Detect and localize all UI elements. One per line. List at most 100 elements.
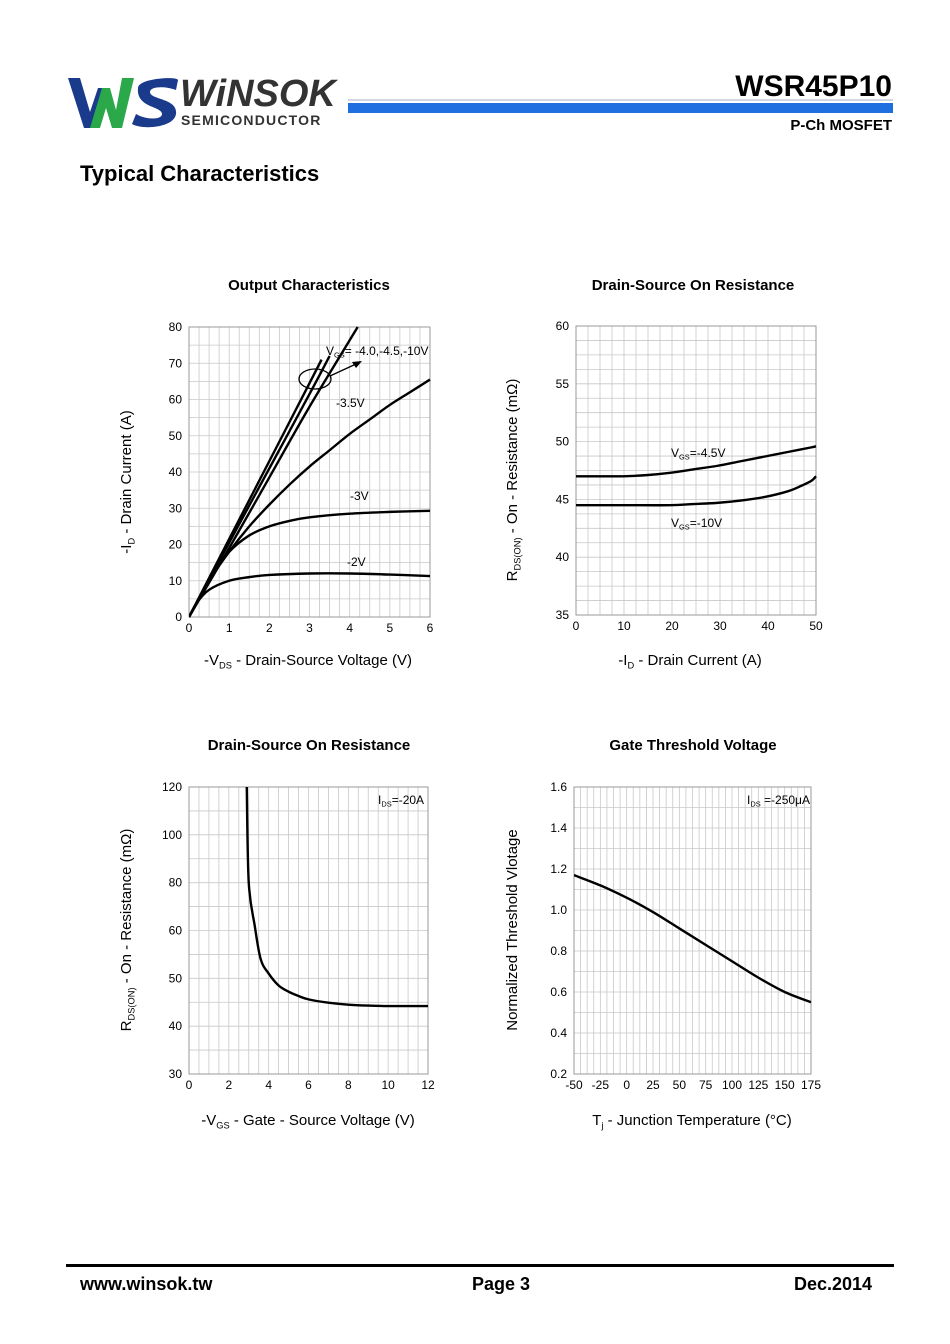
y-tick-label: 1.0 <box>550 903 567 917</box>
footer-date: Dec.2014 <box>794 1274 873 1294</box>
footer-website: www.winsok.tw <box>80 1274 213 1294</box>
x-tick-label: 2 <box>225 1078 232 1092</box>
x-tick-label: 50 <box>673 1078 687 1092</box>
y-tick-label: 50 <box>169 429 183 443</box>
series-line-VGS-10V <box>576 475 817 507</box>
y-tick-label: 0.2 <box>550 1067 567 1081</box>
x-tick-label: 0 <box>623 1078 630 1092</box>
y-tick-label: 40 <box>169 465 183 479</box>
y-tick-label: 20 <box>169 538 183 552</box>
logo-word: WiNSOK <box>180 73 338 115</box>
x-tick-label: 10 <box>617 619 631 633</box>
y-tick-label: 0.8 <box>550 944 567 958</box>
chart3-title: Drain-Source On Resistance <box>207 737 411 754</box>
x-tick-label: 8 <box>345 1078 352 1092</box>
label-2v: -2V <box>347 555 366 569</box>
logo-sub: SEMICONDUCTOR <box>181 112 322 128</box>
y-tick-label: 1.4 <box>550 821 567 835</box>
series-line-VGS-4.5V <box>576 445 817 478</box>
y-axis-label: RDS(ON) - On - Resistance (mΩ) <box>118 829 136 1032</box>
logo-graphic: WiNSOK SEMICONDUCTOR <box>68 73 338 128</box>
y-axis-label: RDS(ON) - On - Resistance (mΩ) <box>504 379 522 582</box>
footer-rule <box>66 1264 894 1267</box>
header-rule <box>348 99 893 101</box>
header-blue-bar <box>348 103 893 113</box>
x-tick-label: 6 <box>305 1078 312 1092</box>
y-tick-label: 30 <box>169 1067 183 1081</box>
x-tick-label: 6 <box>427 621 434 635</box>
plot-frame <box>573 786 812 1075</box>
y-tick-label: 60 <box>169 393 183 407</box>
x-tick-label: 10 <box>381 1078 395 1092</box>
series-line-IDS-250uA <box>574 874 812 1004</box>
x-tick-label: 12 <box>421 1078 435 1092</box>
chart1-title: Output Characteristics <box>228 277 390 294</box>
footer-page: Page 3 <box>472 1274 531 1294</box>
annotation-arrow <box>329 363 357 377</box>
x-tick-label: 4 <box>265 1078 272 1092</box>
y-tick-label: 30 <box>169 501 183 515</box>
y-tick-label: 45 <box>556 492 570 506</box>
y-tick-label: 120 <box>162 780 182 794</box>
y-tick-label: 55 <box>556 377 570 391</box>
device-type: P-Ch MOSFET <box>790 117 892 134</box>
section-title: Typical Characteristics <box>80 161 320 186</box>
chart4-title: Gate Threshold Voltage <box>609 737 777 754</box>
y-tick-label: 0.4 <box>550 1026 567 1040</box>
x-tick-label: 20 <box>665 619 679 633</box>
plot-frame <box>188 786 429 1075</box>
chart-rds-vs-vgs: 0 2 4 6 8 10 12 30 40 50 60 80 100 120 -VGS - Gate - S… <box>118 780 435 1130</box>
x-tick-label: 3 <box>306 621 313 635</box>
ids-annotation: IDS =-250μA <box>747 793 810 809</box>
x-tick-label: 150 <box>775 1078 795 1092</box>
vgs-annotation: VGS= -4.0,-4.5,-10V <box>326 344 428 360</box>
x-tick-label: 50 <box>809 619 823 633</box>
x-tick-label: 2 <box>266 621 273 635</box>
x-tick-label: 100 <box>722 1078 742 1092</box>
x-tick-label: 175 <box>801 1078 821 1092</box>
arrow-head-icon <box>352 361 362 368</box>
y-tick-label: 10 <box>169 574 183 588</box>
x-tick-label: 5 <box>386 621 393 635</box>
vgs-45-annotation: VGS=-4.5V <box>671 446 725 462</box>
y-tick-label: 0.6 <box>550 985 567 999</box>
x-axis-label: Tj - Junction Temperature (°C) <box>592 1112 792 1130</box>
label-3-5v: -3.5V <box>336 396 365 410</box>
series-line--4.5V <box>189 355 331 618</box>
x-axis-label: -VGS - Gate - Source Voltage (V) <box>201 1112 415 1130</box>
ids-annotation: IDS=-20A <box>378 793 424 809</box>
chart-gate-threshold: -50 -25 0 25 50 75 100 125 150 175 0.2 0.4 0.6 0.8 1.0… <box>504 780 821 1130</box>
x-tick-label: 0 <box>573 619 580 633</box>
y-tick-label: 80 <box>169 320 183 334</box>
part-number: WSR45P10 <box>735 70 892 103</box>
x-tick-label: 125 <box>748 1078 768 1092</box>
y-tick-label: 40 <box>556 550 570 564</box>
chart-rds-vs-id: 0 10 20 30 40 50 35 40 45 50 55 60 -ID - Drain Curre… <box>504 319 823 670</box>
x-tick-label: -50 <box>565 1078 583 1092</box>
plot-frame <box>188 326 431 618</box>
x-axis-label: -VDS - Drain-Source Voltage (V) <box>204 652 412 670</box>
x-tick-label: 0 <box>186 621 193 635</box>
x-tick-label: 30 <box>713 619 727 633</box>
y-axis-label: Normalized Threshold Vlotage <box>504 829 521 1031</box>
y-tick-label: 1.2 <box>550 862 567 876</box>
y-tick-label: 80 <box>169 876 183 890</box>
x-axis-label: -ID - Drain Current (A) <box>618 652 761 670</box>
y-tick-label: 70 <box>169 356 183 370</box>
y-tick-label: 50 <box>556 435 570 449</box>
label-3v: -3V <box>350 489 369 503</box>
y-axis-label: -ID - Drain Current (A) <box>118 410 136 553</box>
y-tick-label: 60 <box>169 924 183 938</box>
y-tick-label: 60 <box>556 319 570 333</box>
series-line-IDS-20A <box>245 786 428 1008</box>
x-tick-label: -25 <box>592 1078 610 1092</box>
series-line--10V <box>189 326 359 618</box>
x-tick-label: 1 <box>226 621 233 635</box>
x-tick-label: 75 <box>699 1078 713 1092</box>
x-tick-label: 25 <box>646 1078 660 1092</box>
plot-frame <box>575 325 817 616</box>
chart2-title: Drain-Source On Resistance <box>591 277 795 294</box>
x-tick-label: 4 <box>346 621 353 635</box>
